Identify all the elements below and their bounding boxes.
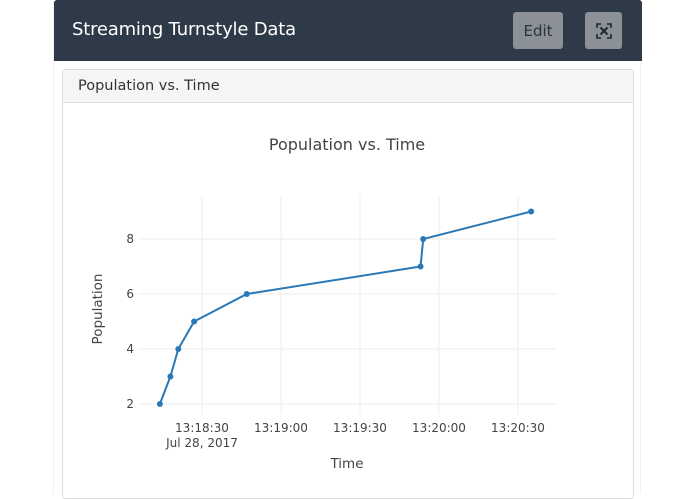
- panel-header: Streaming Turnstyle Data Edit: [54, 0, 642, 61]
- expand-button[interactable]: [585, 12, 622, 49]
- expand-icon: [595, 22, 612, 39]
- card-title: Population vs. Time: [63, 70, 633, 103]
- dashboard-panel: Streaming Turnstyle Data Edit Population…: [53, 0, 642, 499]
- edit-button[interactable]: Edit: [513, 12, 563, 49]
- chart-card: Population vs. Time: [62, 69, 634, 499]
- panel-title: Streaming Turnstyle Data: [72, 19, 296, 40]
